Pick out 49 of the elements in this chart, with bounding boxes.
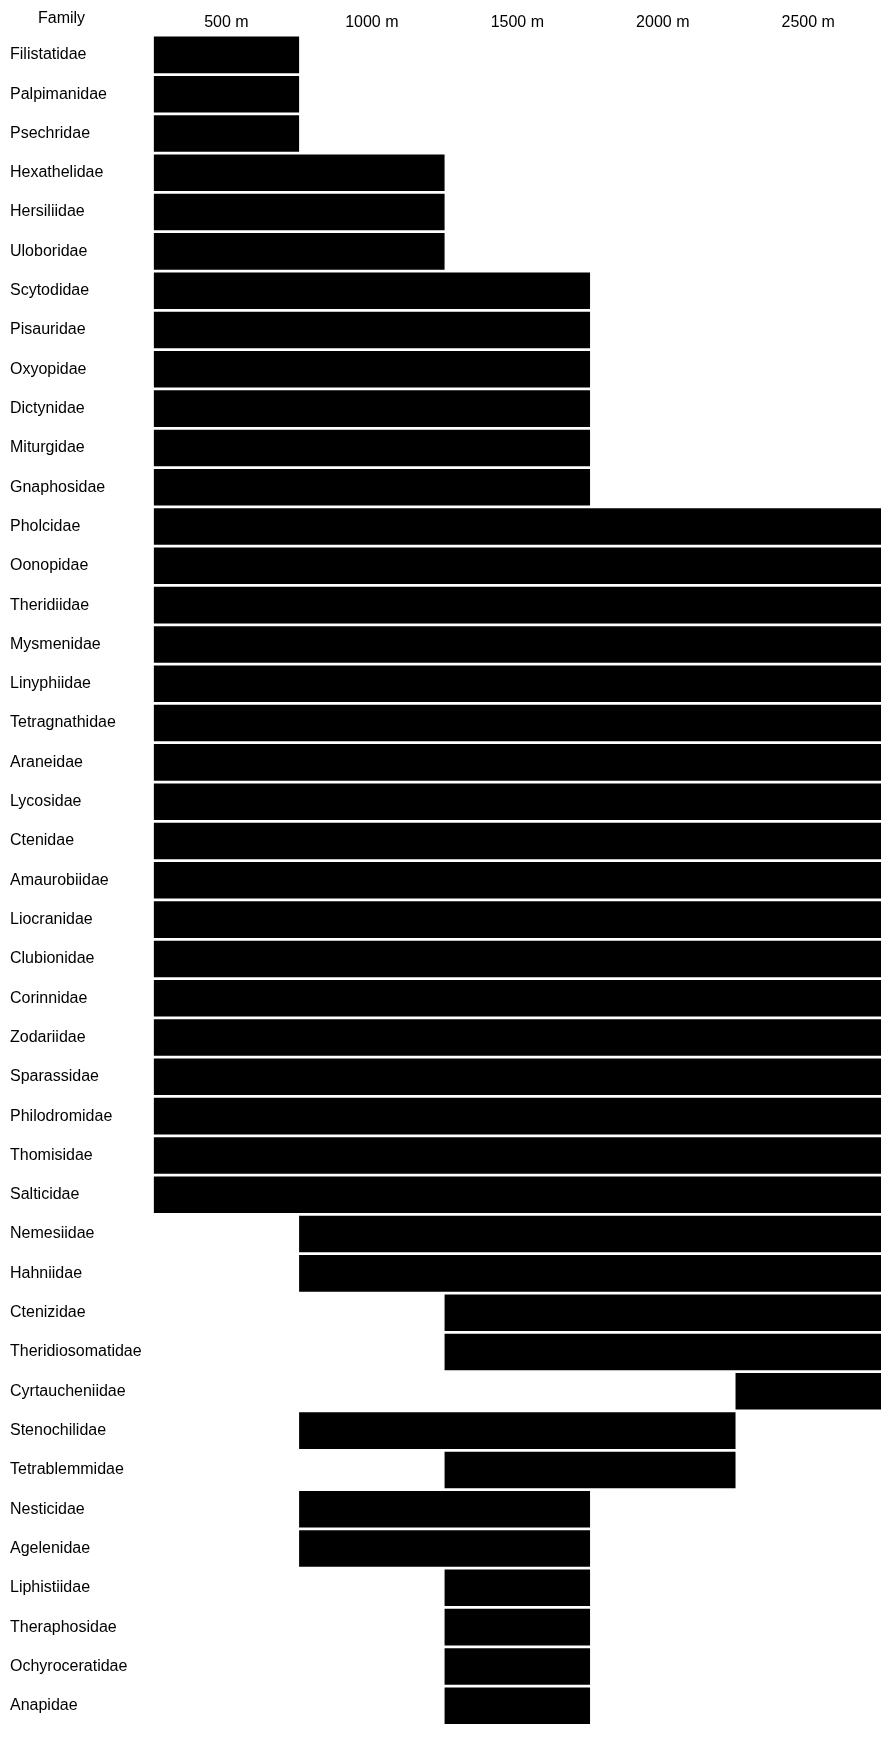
y-tick-label: Dictynidae <box>10 399 85 417</box>
y-tick-label: Oonopidae <box>10 556 89 574</box>
y-tick-label: Ctenidae <box>10 831 75 849</box>
y-tick-label: Araneidae <box>10 752 84 770</box>
x-tick-label: 500 m <box>204 13 249 31</box>
y-tick-label: Salticidae <box>10 1185 80 1203</box>
y-tick-label: Scytodidae <box>10 281 90 299</box>
x-tick-label: 1000 m <box>345 13 399 31</box>
y-tick-label: Hexathelidae <box>10 163 104 181</box>
y-tick-label: Filistatidae <box>10 45 87 63</box>
y-tick-label: Anapidae <box>10 1696 78 1714</box>
y-tick-label: Ctenizidae <box>10 1303 86 1321</box>
y-tick-label: Cyrtaucheniidae <box>10 1381 126 1399</box>
y-tick-label: Oxyopidae <box>10 359 87 377</box>
y-tick-label: Clubionidae <box>10 949 95 967</box>
y-tick-label: Lycosidae <box>10 792 82 810</box>
y-tick-label: Pisauridae <box>10 320 86 338</box>
y-tick-label: Liocranidae <box>10 910 93 928</box>
y-tick-label: Thomisidae <box>10 1145 93 1163</box>
y-tick-label: Ochyroceratidae <box>10 1656 128 1674</box>
y-axis-title: Family <box>38 9 86 27</box>
y-tick-label: Nemesiidae <box>10 1224 95 1242</box>
y-tick-label: Gnaphosidae <box>10 477 106 495</box>
y-tick-label: Tetrablemmidae <box>10 1460 124 1478</box>
y-tick-label: Palpimanidae <box>10 84 108 102</box>
x-tick-label: 1500 m <box>490 13 544 31</box>
y-tick-label: Stenochilidae <box>10 1421 107 1438</box>
y-tick-label: Linyphiidae <box>10 674 92 692</box>
y-tick-label: Corinnidae <box>10 988 88 1006</box>
y-tick-label: Tetragnathidae <box>10 713 116 731</box>
y-tick-label: Agelenidae <box>10 1538 91 1556</box>
y-tick-label: Hersiliidae <box>10 202 85 220</box>
y-tick-label: Sparassidae <box>10 1067 100 1085</box>
y-tick-label: Liphistiidae <box>10 1578 91 1596</box>
x-tick-label: 2500 m <box>781 13 835 31</box>
y-tick-label: Pholcidae <box>10 516 81 534</box>
y-tick-label: Theraphosidae <box>10 1617 117 1635</box>
y-tick-label: Psechridae <box>10 123 91 141</box>
y-tick-label: Hahniidae <box>10 1263 83 1281</box>
x-tick-label: 2000 m <box>636 13 690 31</box>
y-tick-label: Zodariidae <box>10 1027 86 1045</box>
y-tick-label: Uloboridae <box>10 241 88 259</box>
y-tick-label: Mysmenidae <box>10 634 101 652</box>
y-tick-label: Theridiosomatidae <box>10 1342 142 1360</box>
y-tick-label: Miturgidae <box>10 438 85 456</box>
y-tick-label: Amaurobiidae <box>10 870 109 888</box>
y-tick-label: Theridiidae <box>10 595 90 613</box>
y-tick-label: Nesticidae <box>10 1499 85 1517</box>
y-tick-label: Philodromidae <box>10 1106 113 1124</box>
